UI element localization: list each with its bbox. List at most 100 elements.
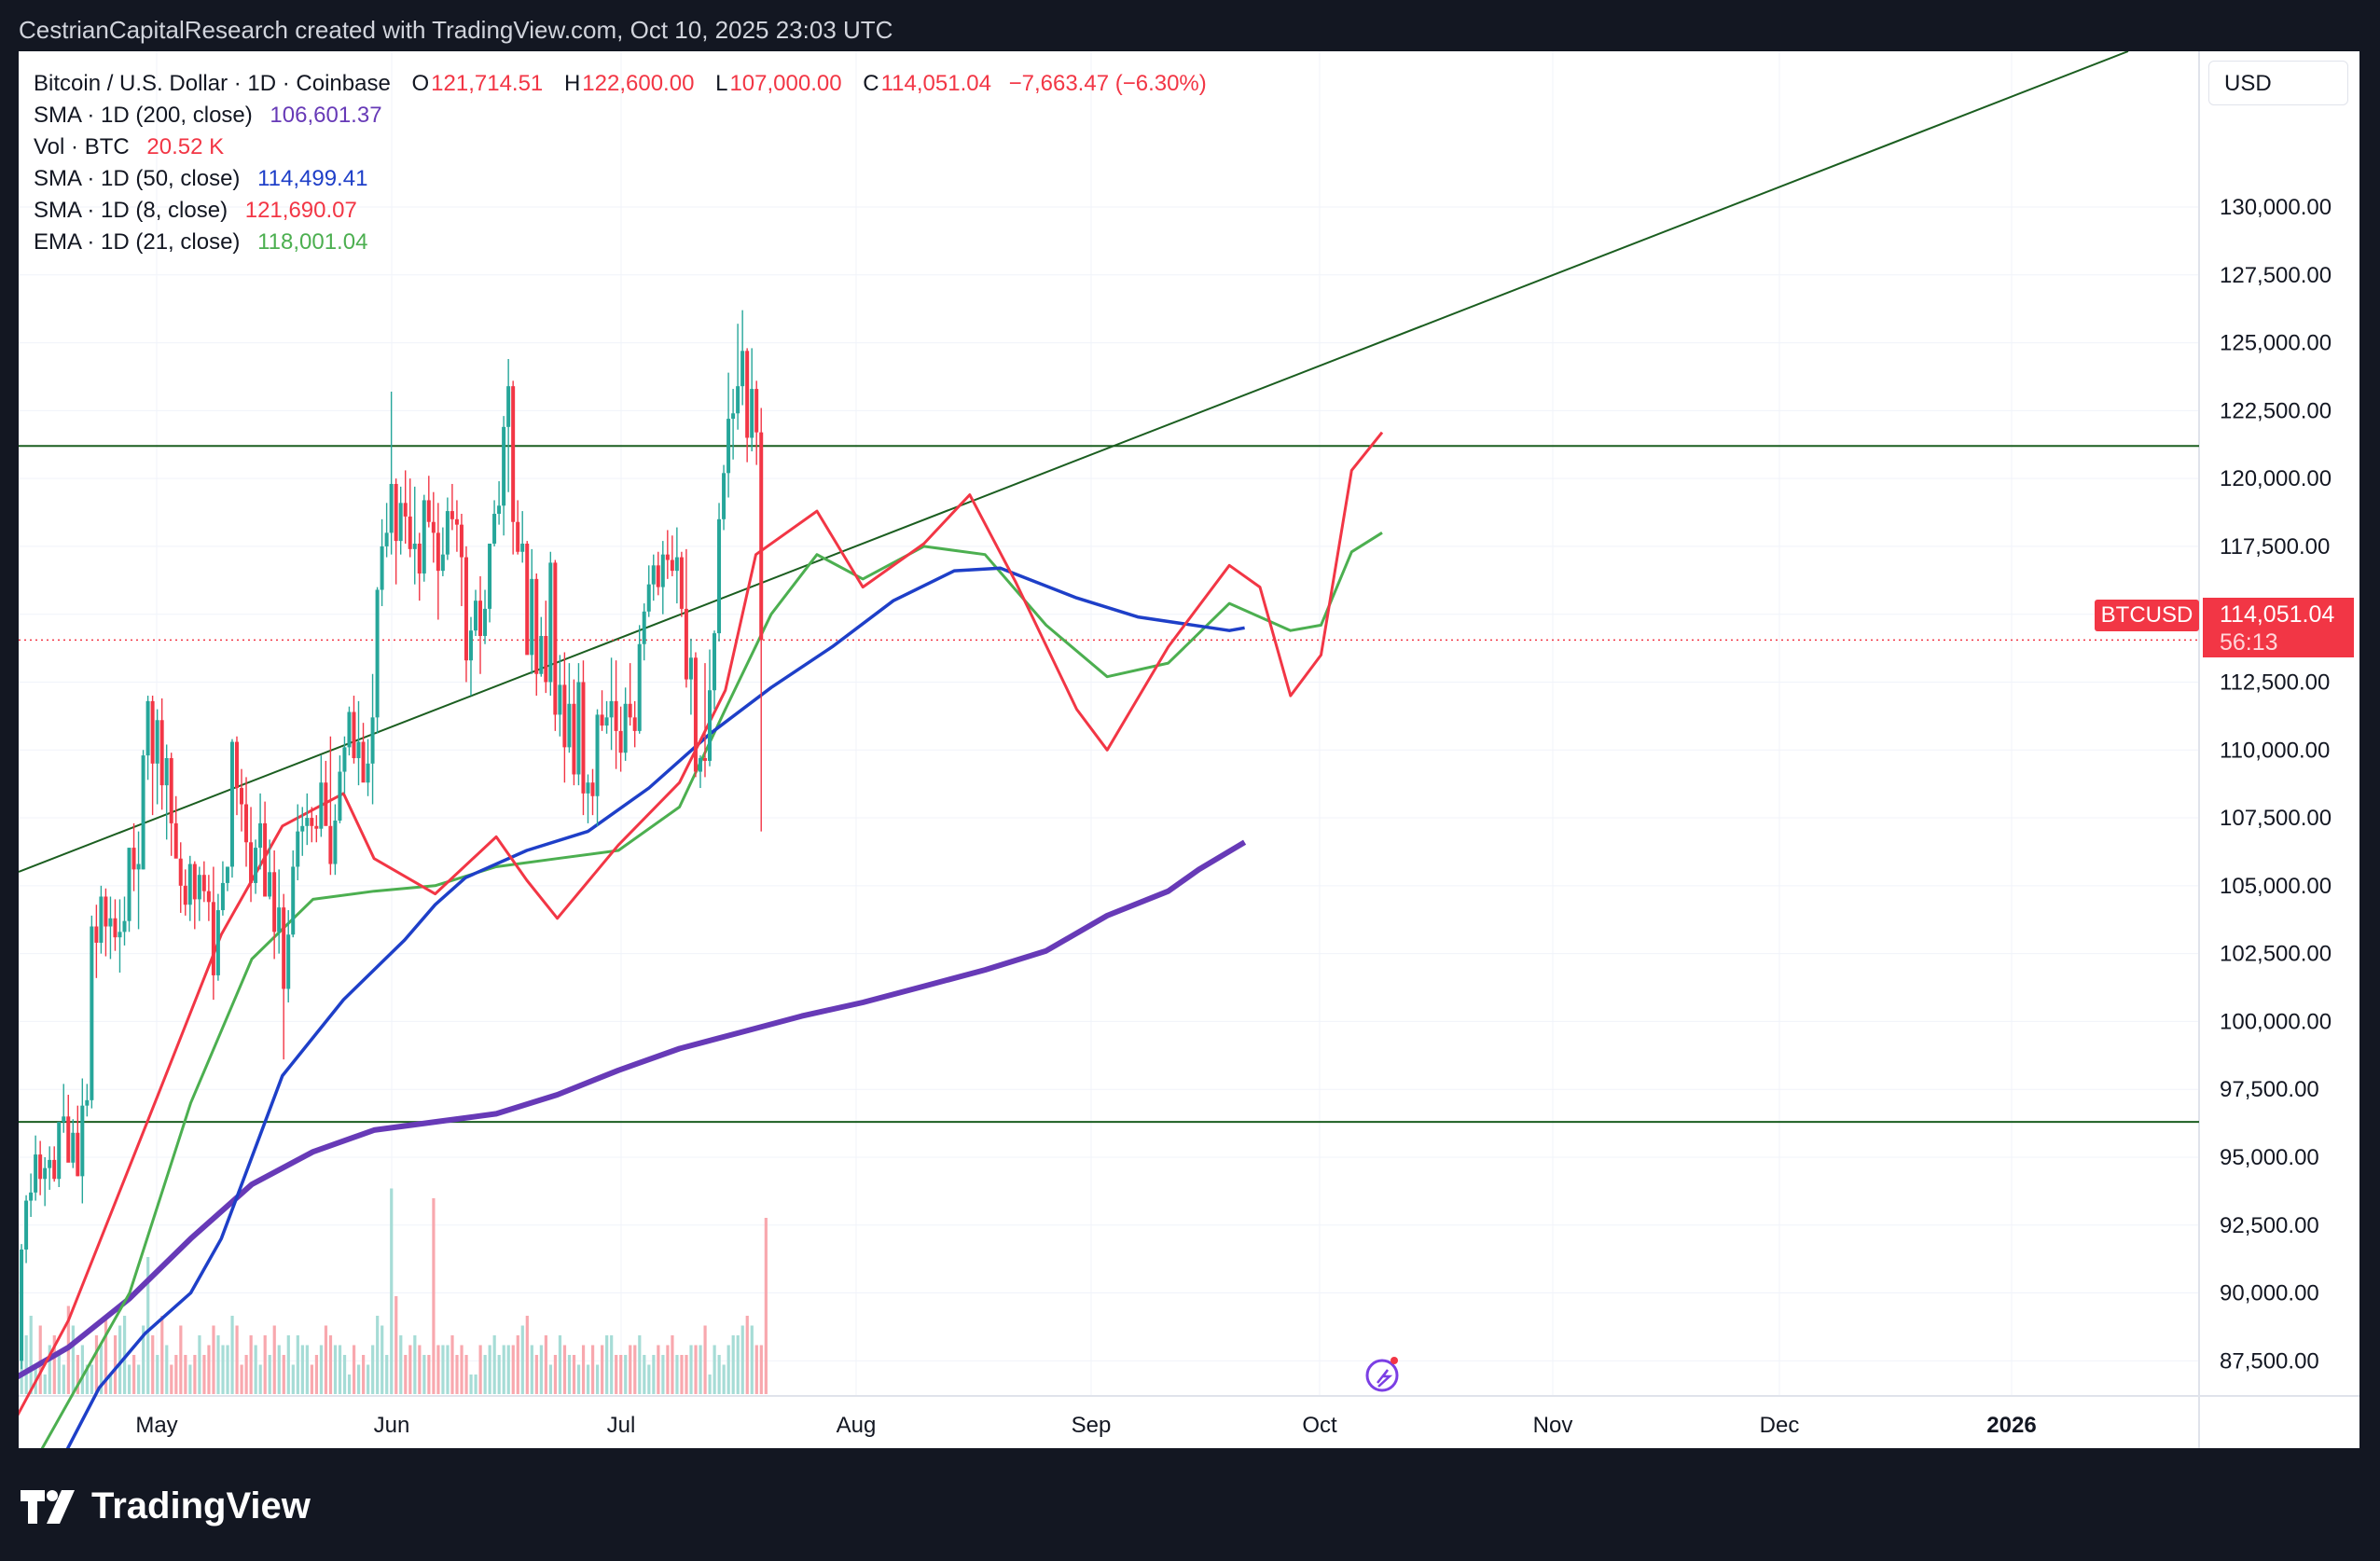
candle-body bbox=[314, 825, 319, 829]
ema21-value: 118,001.04 bbox=[257, 229, 368, 255]
candle-body bbox=[122, 920, 127, 932]
candle-body bbox=[670, 559, 674, 572]
candle-body bbox=[118, 932, 122, 938]
volume-bar bbox=[497, 1355, 501, 1394]
candle-body bbox=[282, 907, 286, 989]
candle-body bbox=[722, 473, 726, 519]
volume-bar bbox=[277, 1345, 281, 1394]
legend-ema21-row[interactable]: EMA · 1D (21, close) 118,001.04 bbox=[34, 227, 1209, 258]
volume-bar bbox=[591, 1345, 595, 1394]
volume-bar bbox=[128, 1364, 131, 1394]
candle-body bbox=[530, 578, 534, 656]
volume-bar bbox=[328, 1335, 333, 1394]
volume-bar bbox=[179, 1325, 183, 1394]
volume-bar bbox=[76, 1355, 79, 1394]
sma200-line bbox=[19, 839, 1247, 1380]
volume-bar bbox=[694, 1345, 698, 1394]
candle-body bbox=[702, 758, 707, 761]
candle-body bbox=[534, 578, 539, 674]
volume-bar bbox=[207, 1345, 211, 1394]
symbol-description[interactable]: Bitcoin / U.S. Dollar · 1D · Coinbase bbox=[34, 71, 391, 96]
candle-body bbox=[520, 544, 525, 552]
volume-bar bbox=[572, 1355, 576, 1394]
volume-bar bbox=[118, 1325, 122, 1394]
volume-bar bbox=[263, 1335, 267, 1394]
legend-sma200-row[interactable]: SMA · 1D (200, close) 106,601.37 bbox=[34, 100, 1209, 131]
legend-volume-row[interactable]: Vol · BTC 20.52 K bbox=[34, 131, 1209, 163]
volume-bar bbox=[108, 1375, 113, 1394]
candle-body bbox=[553, 562, 558, 715]
candle-body bbox=[642, 611, 646, 644]
chart-panel[interactable]: 87,500.00 90,000.00 92,500.00 95,000.00 97,5… bbox=[19, 51, 2359, 1448]
candle-body bbox=[539, 636, 544, 674]
price-chart[interactable]: 87,500.00 90,000.00 92,500.00 95,000.00 97,5… bbox=[19, 51, 2359, 1448]
volume-bar bbox=[544, 1335, 547, 1394]
volume-bar bbox=[469, 1375, 473, 1394]
time-axis-label: Aug bbox=[837, 1413, 877, 1438]
candle-body bbox=[436, 532, 440, 572]
legend-sma8-row[interactable]: SMA · 1D (8, close) 121,690.07 bbox=[34, 195, 1209, 227]
candle-body bbox=[497, 505, 502, 514]
volume-bar bbox=[24, 1335, 28, 1394]
volume-bar bbox=[198, 1335, 201, 1394]
candle-body bbox=[750, 389, 754, 438]
price-axis-label: 100,000.00 bbox=[2220, 1009, 2332, 1034]
candle-body bbox=[352, 711, 356, 759]
candle-body bbox=[516, 521, 520, 552]
volume-bar bbox=[385, 1355, 389, 1394]
candle-body bbox=[215, 910, 220, 975]
low-value: 107,000.00 bbox=[729, 71, 842, 96]
tradingview-logo[interactable]: TradingView bbox=[21, 1485, 311, 1527]
candle-body bbox=[726, 419, 731, 474]
candle-body bbox=[576, 682, 581, 775]
candle-body bbox=[240, 788, 243, 805]
candle-body bbox=[408, 516, 412, 549]
symbol-price-tag: BTCUSD bbox=[2095, 600, 2199, 631]
candle-body bbox=[736, 386, 740, 414]
volume-bar bbox=[455, 1355, 459, 1394]
volume-bar bbox=[478, 1345, 482, 1394]
candle-body bbox=[201, 875, 206, 891]
volume-bar bbox=[404, 1355, 408, 1394]
candle-body bbox=[474, 601, 477, 631]
legend-sma50-row[interactable]: SMA · 1D (50, close) 114,499.41 bbox=[34, 163, 1209, 195]
volume-bar bbox=[680, 1355, 684, 1394]
currency-selector[interactable]: USD bbox=[2208, 61, 2348, 105]
candle-body bbox=[745, 351, 750, 438]
candle-body bbox=[646, 584, 651, 612]
volume-bar bbox=[638, 1335, 642, 1394]
high-key: H bbox=[563, 71, 581, 96]
candle-body bbox=[178, 858, 183, 886]
candle-body bbox=[759, 432, 764, 641]
volume-bar bbox=[713, 1345, 716, 1394]
candle-body bbox=[731, 413, 736, 420]
ascending-trendline bbox=[19, 51, 2129, 873]
volume-bar bbox=[202, 1355, 206, 1394]
candle-body bbox=[562, 684, 567, 748]
volume-bar bbox=[113, 1335, 118, 1394]
volume-bar bbox=[699, 1345, 702, 1394]
volume-bar bbox=[156, 1355, 159, 1394]
candle-body bbox=[445, 511, 450, 555]
price-axis-label: 130,000.00 bbox=[2220, 195, 2332, 220]
volume-bar bbox=[376, 1316, 380, 1394]
candle-body bbox=[590, 782, 595, 796]
price-axis-label: 105,000.00 bbox=[2220, 874, 2332, 899]
candle-body bbox=[651, 565, 656, 585]
volume-bar bbox=[754, 1345, 758, 1394]
candle-body bbox=[502, 426, 506, 506]
candle-body bbox=[338, 771, 342, 821]
candle-body bbox=[586, 782, 590, 794]
volume-bar bbox=[347, 1375, 352, 1394]
price-axis-label: 125,000.00 bbox=[2220, 331, 2332, 356]
time-axis-label: Jul bbox=[607, 1413, 636, 1438]
volume-bar bbox=[272, 1325, 276, 1394]
volume-bar bbox=[671, 1335, 674, 1394]
candle-body bbox=[488, 544, 492, 609]
candle-body bbox=[131, 848, 136, 870]
volume-bar bbox=[530, 1345, 533, 1394]
volume-bar bbox=[240, 1364, 243, 1394]
price-axis-label: 117,500.00 bbox=[2220, 534, 2330, 559]
candle-body bbox=[211, 902, 215, 975]
volume-bar bbox=[48, 1345, 51, 1394]
